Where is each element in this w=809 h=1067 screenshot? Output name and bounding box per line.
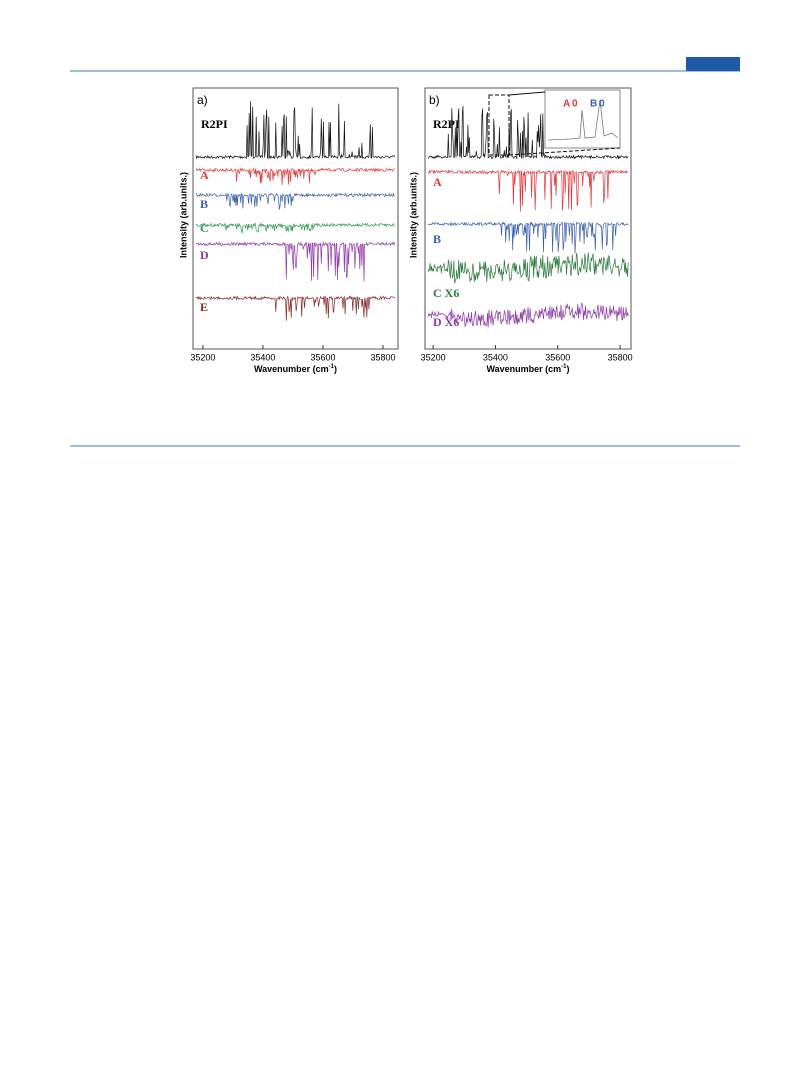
panel-frame (424, 87, 632, 350)
panel-label: a) (197, 93, 208, 107)
x-tick-label: 35200 (421, 352, 446, 362)
method-label: R2PI (433, 117, 460, 131)
inset-label: B (590, 99, 597, 110)
y-axis-title: Intensity (arb.units.) (408, 172, 418, 258)
x-axis-title-part: Wavenumber (cm (486, 364, 561, 374)
x-axis-title-part: Wavenumber (cm (254, 364, 329, 374)
method-label: R2PI (201, 117, 228, 131)
spectrum-trace (196, 241, 396, 282)
x-axis-title-part: -1 (329, 364, 335, 370)
spectrum-trace (427, 252, 629, 284)
x-tick-label: 35400 (250, 352, 275, 362)
trace-label: E (200, 300, 208, 314)
x-axis-title-part: ) (334, 364, 337, 374)
x-axis-title-part: ) (567, 364, 570, 374)
inset-trace (547, 99, 619, 141)
inset-frame (544, 89, 621, 149)
zoom-line (508, 91, 546, 96)
spectrum-trace (195, 295, 396, 321)
x-tick-label: 35600 (310, 352, 335, 362)
zoom-box (488, 94, 510, 156)
x-axis-title: Wavenumber (cm-1) (486, 364, 569, 375)
x-tick-label: 35400 (483, 352, 508, 362)
r2pi-trace (195, 101, 396, 160)
inset-label: 0 (572, 99, 578, 110)
zoom-line (508, 147, 621, 156)
x-tick-label: 35800 (608, 352, 633, 362)
y-axis-title: Intensity (arb.units.) (178, 172, 188, 258)
page-tab (686, 57, 740, 71)
x-axis-title-part: -1 (561, 364, 567, 370)
spectrum-trace (427, 221, 629, 254)
trace-label: D (200, 248, 209, 262)
x-tick-label: 35600 (545, 352, 570, 362)
spectrum-trace (195, 192, 395, 210)
x-tick-label: 35800 (370, 352, 395, 362)
x-axis-title: Wavenumber (cm-1) (254, 364, 337, 375)
trace-label: A (200, 168, 209, 182)
trace-label: A (433, 175, 442, 189)
trace-label: B (200, 197, 208, 211)
trace-label: C X6 (433, 286, 459, 300)
trace-label: B (433, 232, 441, 246)
figure: a) R2PI Intensity (arb.units.) 35200 35400 35… (178, 87, 633, 375)
trace-label: C (200, 221, 209, 235)
panel-frame (192, 87, 399, 350)
spectrum-trace (427, 303, 629, 328)
x-tick-label: 35200 (190, 352, 215, 362)
spectrum-trace (427, 169, 629, 212)
inset-label: A (563, 99, 570, 110)
panel-label: b) (429, 93, 440, 107)
r2pi-trace (427, 105, 629, 160)
inset-label: 0 (599, 99, 605, 110)
spectrum-trace (195, 222, 395, 235)
trace-label: D X6 (433, 315, 459, 329)
spectrum-trace (195, 167, 395, 185)
